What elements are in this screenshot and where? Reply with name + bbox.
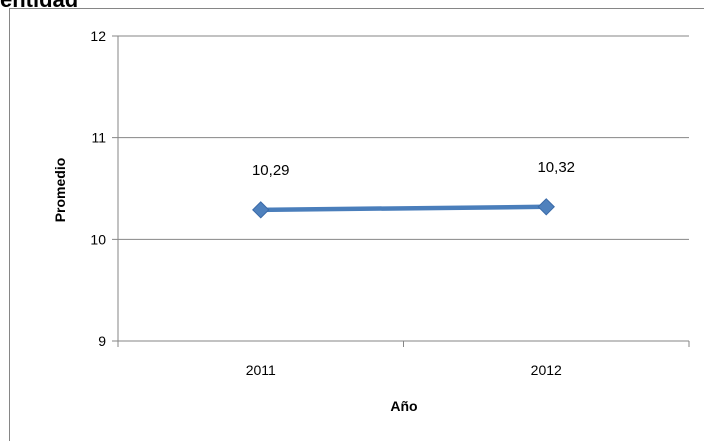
- chart-title-cropped: entidad: [0, 0, 78, 13]
- x-tick-label-2011: 2011: [246, 362, 276, 378]
- y-tick-label-12: 12: [90, 28, 106, 44]
- y-tick-label-11: 11: [91, 130, 106, 146]
- y-axis-title: Promedio: [52, 158, 68, 223]
- y-tick-label-10: 10: [90, 231, 106, 247]
- data-labels: 10,29 10,32: [252, 159, 575, 179]
- series-line-0: [258, 204, 549, 213]
- data-point-2011: [252, 201, 270, 219]
- data-point-2012: [537, 198, 555, 216]
- chart-frame: [9, 8, 704, 441]
- data-label-2011: 10,29: [252, 162, 290, 179]
- series-group: [252, 198, 555, 219]
- y-tick-labels: 9 10 11 12: [90, 28, 106, 349]
- x-tick-labels: 2011 2012: [246, 362, 562, 378]
- data-label-2012: 10,32: [537, 159, 575, 176]
- x-tick-label-2012: 2012: [531, 362, 562, 378]
- y-tick-label-9: 9: [98, 333, 106, 349]
- grid-lines: [112, 35, 690, 347]
- x-axis-title: Año: [390, 398, 417, 414]
